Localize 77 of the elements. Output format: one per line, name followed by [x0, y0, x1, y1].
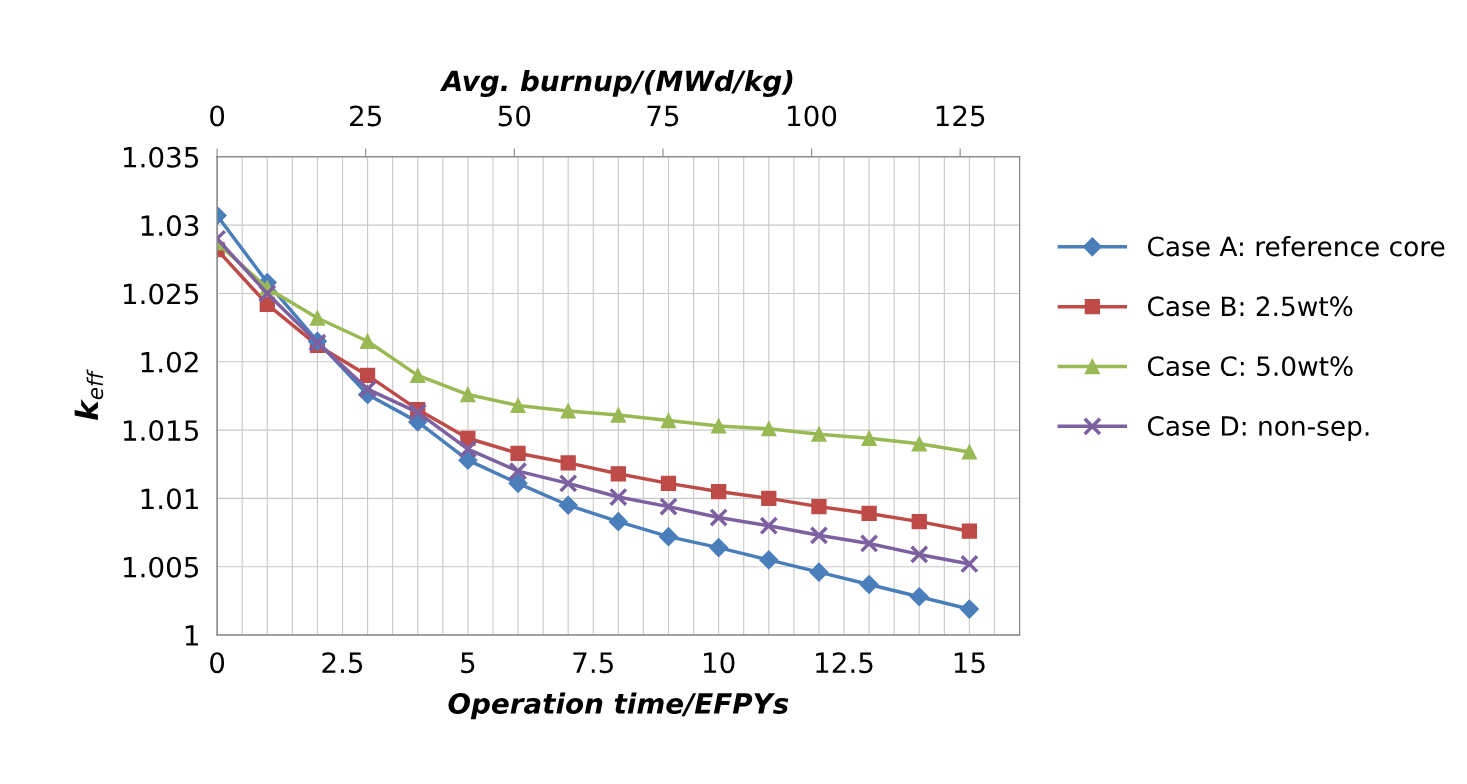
point: [359, 333, 376, 349]
point: [961, 523, 978, 539]
point: [709, 538, 729, 558]
point: [610, 407, 626, 423]
point: [660, 412, 677, 429]
point: [759, 550, 779, 570]
x-tick-label: 10: [704, 652, 735, 674]
y-tick-label: 1.025: [123, 283, 199, 305]
point: [560, 455, 576, 471]
x2-tick-label: 0: [210, 105, 225, 127]
y-tick-label: 1: [185, 625, 198, 646]
y-tick-label: 1.015: [123, 420, 199, 442]
point: [608, 512, 628, 532]
x2-axis-title: Avg. burnup/(MWd/kg): [439, 69, 793, 98]
legend-label: Case C: 5.0wt%: [1147, 356, 1353, 377]
x2-tick-label: 125: [936, 105, 985, 127]
point: [811, 498, 827, 515]
point: [960, 554, 979, 574]
point: [257, 284, 277, 303]
legend-label: Case D: non-sep.: [1147, 415, 1369, 442]
legend-label: Case B: 2.5wt%: [1147, 296, 1353, 317]
point: [759, 516, 779, 536]
point: [309, 310, 326, 326]
point: [709, 508, 729, 527]
y-tick-label: 1.01: [141, 488, 198, 510]
point: [410, 367, 426, 384]
point: [558, 495, 578, 515]
point: [859, 534, 879, 553]
point: [510, 445, 526, 461]
point: [460, 386, 476, 403]
x-tick-label: 15: [954, 652, 985, 674]
y-axis-title: k$_{eff}$: [74, 369, 104, 420]
point: [660, 475, 677, 492]
point: [811, 426, 827, 442]
point: [761, 421, 777, 437]
x-tick-label: 0: [210, 652, 225, 674]
legend-label: Case A: reference core: [1147, 235, 1445, 257]
point: [359, 367, 376, 384]
point: [859, 574, 879, 595]
point: [658, 527, 679, 547]
point: [761, 490, 777, 507]
point: [809, 525, 829, 545]
point: [659, 497, 678, 516]
point: [959, 599, 979, 619]
point: [508, 461, 528, 481]
point: [560, 403, 576, 419]
y-tick-label: 1.02: [141, 351, 198, 373]
point: [458, 450, 478, 470]
x-tick-label: 12.5: [816, 652, 873, 674]
point: [909, 587, 929, 607]
point: [911, 513, 927, 530]
point: [610, 466, 626, 482]
x2-tick-label: 50: [498, 105, 531, 127]
point: [510, 397, 526, 414]
y-tick-label: 1.035: [123, 146, 199, 168]
x-tick-label: 2.5: [322, 652, 363, 674]
x2-tick-label: 100: [788, 105, 837, 127]
point: [558, 473, 578, 493]
x-axis-title: Operation time/EFPYs: [448, 692, 789, 720]
point: [608, 487, 628, 507]
point: [508, 473, 528, 493]
x-tick-label: 5: [461, 652, 475, 674]
point: [861, 430, 877, 446]
point: [711, 483, 727, 500]
point: [809, 562, 829, 582]
point: [458, 439, 478, 459]
point: [861, 505, 877, 522]
point: [909, 545, 929, 564]
x2-tick-label: 75: [647, 105, 679, 127]
x2-tick-label: 25: [350, 105, 381, 127]
point: [711, 418, 727, 434]
point: [358, 379, 377, 399]
x-tick-label: 7.5: [573, 652, 613, 674]
y-tick-label: 1.03: [141, 215, 199, 237]
point: [961, 444, 978, 460]
y-tick-label: 1.005: [123, 556, 199, 578]
point: [911, 436, 927, 452]
